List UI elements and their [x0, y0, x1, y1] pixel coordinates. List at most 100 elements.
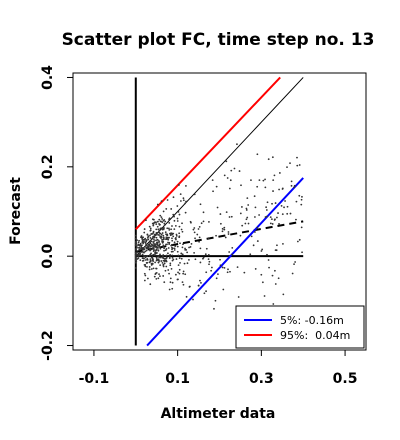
scatter-point: [225, 160, 228, 163]
scatter-point: [183, 262, 186, 265]
scatter-point: [274, 202, 277, 204]
scatter-point: [160, 260, 163, 262]
scatter-point: [168, 241, 171, 244]
scatter-point: [239, 234, 242, 237]
scatter-point: [227, 231, 230, 233]
scatter-point: [134, 267, 137, 269]
scatter-point: [189, 246, 192, 248]
scatter-point: [253, 195, 256, 198]
scatter-point: [177, 271, 179, 274]
scatter-point: [179, 193, 182, 195]
scatter-point: [273, 174, 276, 177]
scatter-point: [157, 228, 160, 231]
scatter-point: [197, 284, 200, 287]
scatter-point: [169, 277, 172, 280]
scatter-point: [249, 253, 252, 256]
scatter-point: [143, 238, 146, 241]
scatter-point: [144, 255, 147, 258]
scatter-point: [137, 246, 140, 249]
scatter-point: [137, 253, 140, 256]
scatter-point: [141, 244, 143, 247]
scatter-point: [161, 228, 164, 231]
scatter-point: [153, 275, 156, 278]
scatter-point: [173, 249, 176, 251]
scatter-point: [181, 253, 184, 256]
scatter-point: [282, 293, 285, 296]
scatter-point: [236, 266, 239, 269]
scatter-point: [229, 179, 232, 182]
scatter-point: [149, 234, 151, 237]
scatter-point: [204, 253, 207, 256]
scatter-point: [277, 277, 280, 280]
scatter-point: [171, 237, 173, 240]
scatter-point: [207, 258, 210, 261]
scatter-point: [158, 260, 161, 262]
scatter-point: [262, 179, 265, 182]
scatter-point: [190, 242, 193, 245]
scatter-point: [159, 253, 161, 256]
scatter-point: [149, 255, 151, 257]
scatter-point: [208, 260, 211, 263]
scatter-point: [136, 254, 139, 256]
scatter-point: [151, 232, 154, 235]
scatter-point: [269, 216, 272, 219]
scatter-point: [188, 286, 191, 288]
scatter-point: [167, 241, 169, 244]
scatter-point: [165, 248, 168, 250]
scatter-point: [229, 270, 231, 273]
scatter-point: [298, 194, 301, 197]
scatter-point: [144, 274, 147, 277]
scatter-point: [168, 257, 171, 260]
scatter-point: [150, 256, 153, 259]
scatter-point: [213, 307, 215, 310]
scatter-point: [240, 184, 242, 187]
scatter-point: [137, 257, 140, 260]
scatter-point: [164, 231, 167, 234]
scatter-point: [226, 177, 229, 179]
scatter-point: [182, 272, 185, 275]
scatter-point: [157, 247, 159, 249]
scatter-point: [281, 187, 284, 190]
scatter-point: [151, 259, 154, 262]
scatter-point: [153, 243, 155, 246]
scatter-point: [143, 228, 146, 230]
plot-frame: [72, 72, 367, 351]
scatter-point: [216, 206, 219, 209]
scatter-point: [168, 222, 171, 224]
scatter-point: [173, 228, 176, 230]
scatter-point: [193, 251, 196, 254]
scatter-point: [141, 238, 144, 240]
scatter-point: [180, 257, 183, 260]
scatter-point: [140, 251, 143, 253]
scatter-point: [143, 251, 145, 254]
scatter-point: [221, 266, 224, 269]
scatter-point: [293, 184, 296, 187]
scatter-point: [144, 250, 147, 253]
scatter-point: [157, 255, 160, 258]
scatter-point: [134, 261, 137, 264]
scatter-point: [173, 247, 176, 250]
scatter-point: [278, 223, 280, 225]
scatter-point: [161, 218, 164, 220]
scatter-point: [172, 232, 175, 235]
scatter-point: [243, 271, 246, 274]
scatter-point: [156, 220, 159, 223]
scatter-point: [300, 203, 303, 206]
scatter-point: [254, 231, 256, 233]
scatter-point: [254, 216, 256, 218]
scatter-point: [227, 268, 229, 271]
scatter-point: [186, 262, 189, 265]
scatter-point: [149, 283, 152, 286]
scatter-point: [162, 219, 165, 222]
scatter-point: [211, 266, 213, 269]
scatter-point: [154, 261, 157, 264]
scatter-point: [139, 242, 142, 245]
scatter-point: [200, 282, 202, 284]
scatter-point: [159, 214, 162, 217]
scatter-point: [172, 213, 175, 216]
scatter-point: [290, 184, 293, 187]
scatter-point: [175, 238, 177, 241]
scatter-point: [168, 228, 171, 231]
scatter-point: [203, 292, 206, 295]
scatter-point: [135, 246, 138, 248]
